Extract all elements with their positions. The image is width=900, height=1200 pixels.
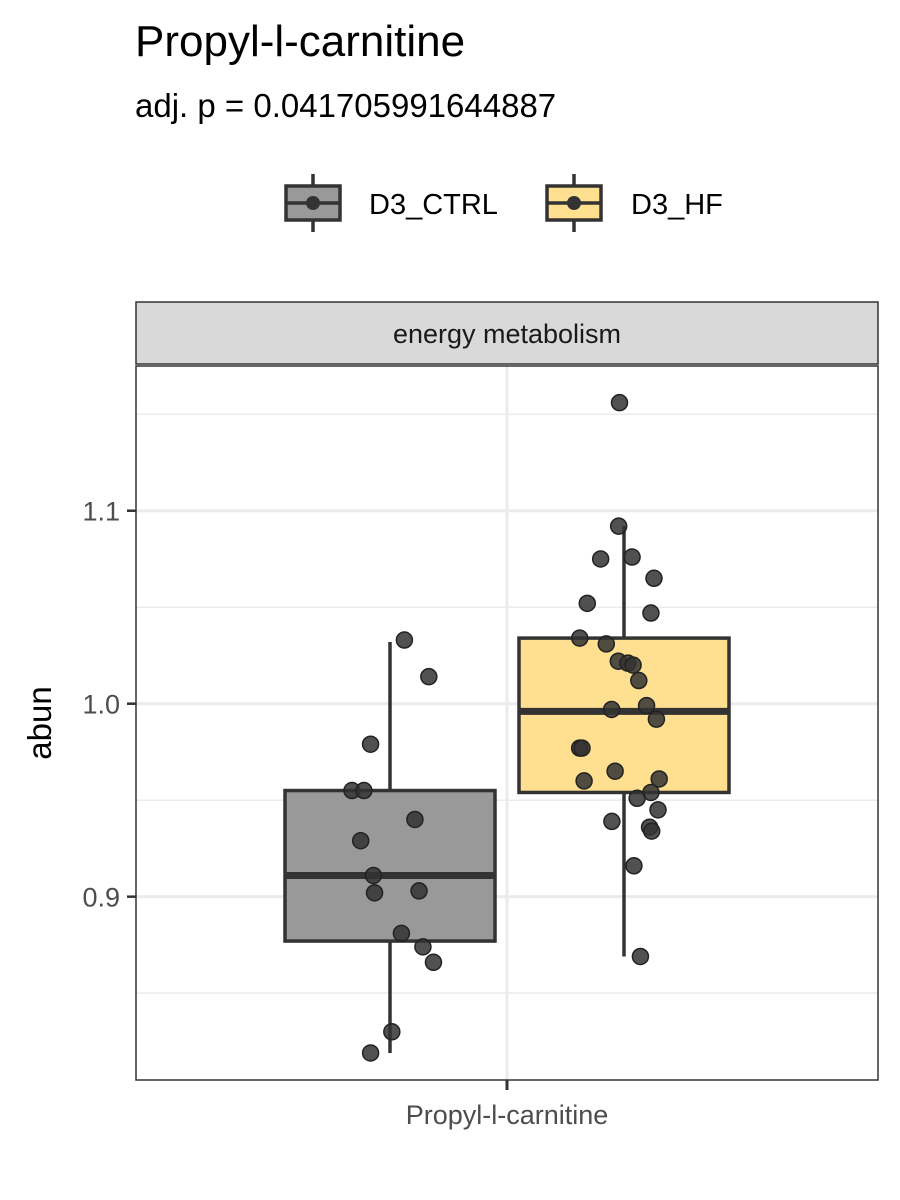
data-point (606, 762, 624, 780)
box-d3-hf (517, 526, 731, 957)
data-point (642, 822, 661, 840)
data-point (420, 667, 438, 686)
data-point (424, 953, 443, 972)
data-point (392, 924, 411, 943)
box-body (517, 636, 731, 795)
boxes (283, 526, 731, 1053)
chart-title: Propyl-l-carnitine (135, 17, 465, 66)
data-point (609, 517, 628, 535)
facet-strip: energy metabolism (135, 301, 879, 365)
data-point (570, 629, 589, 647)
data-point (361, 735, 380, 753)
legend: D3_CTRL D3_HF (284, 174, 723, 232)
data-point (624, 656, 642, 674)
facet-label: energy metabolism (393, 319, 621, 349)
chart-subtitle: adj. p = 0.041705991644887 (135, 87, 556, 124)
data-point (361, 1044, 380, 1062)
data-point (575, 772, 593, 790)
data-point (351, 831, 370, 850)
data-point (573, 739, 591, 757)
data-point (647, 710, 666, 728)
data-point (628, 789, 646, 808)
y-tick-label: 1.1 (82, 497, 120, 527)
data-point (355, 781, 373, 800)
data-point (395, 631, 414, 649)
data-point (650, 770, 668, 788)
data-point (597, 635, 616, 653)
data-point (637, 696, 656, 715)
data-point (631, 947, 650, 966)
data-point (642, 604, 660, 622)
box-d3-ctrl (283, 641, 497, 1053)
data-point (623, 548, 641, 566)
data-point (383, 1023, 401, 1041)
data-points (343, 393, 668, 1062)
box-body (283, 788, 497, 943)
data-point (625, 857, 643, 875)
data-point (406, 810, 424, 829)
data-point (645, 569, 663, 588)
y-tick-label: 0.9 (82, 883, 120, 913)
legend-key-d3-ctrl (284, 174, 342, 232)
data-point (603, 812, 621, 831)
data-point (365, 884, 384, 902)
data-point (414, 938, 432, 956)
gridlines (136, 366, 878, 1080)
data-point (602, 700, 621, 719)
y-axis-title: abun (21, 686, 58, 759)
data-point (364, 866, 383, 885)
legend-key-d3-hf (545, 174, 603, 232)
data-point (649, 801, 667, 819)
data-point (591, 550, 610, 568)
data-point (610, 393, 629, 412)
legend-label-d3-ctrl: D3_CTRL (369, 189, 498, 221)
data-point (630, 671, 648, 690)
data-point (578, 594, 597, 613)
data-point (410, 882, 428, 900)
legend-label-d3-hf: D3_HF (631, 189, 723, 221)
y-axis: 0.9 1.0 1.1 (82, 497, 136, 913)
x-axis: Propyl-l-carnitine (406, 1080, 609, 1130)
y-tick-label: 1.0 (82, 690, 120, 720)
x-tick-label: Propyl-l-carnitine (406, 1100, 609, 1130)
